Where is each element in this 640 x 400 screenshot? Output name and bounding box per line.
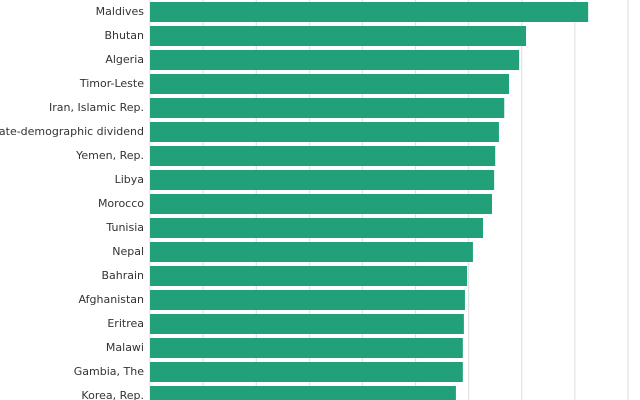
bar	[150, 290, 465, 310]
bar	[150, 218, 484, 238]
bar	[150, 74, 510, 94]
y-tick-label: Libya	[115, 173, 144, 186]
bar	[150, 338, 463, 358]
y-tick-label: Morocco	[98, 197, 144, 210]
bar	[150, 194, 493, 214]
y-tick-label: Timor-Leste	[79, 77, 144, 90]
y-tick-label: Late-demographic dividend	[0, 125, 144, 138]
y-tick-label: Malawi	[106, 341, 144, 354]
bar	[150, 98, 505, 118]
y-tick-label: Gambia, The	[74, 365, 144, 378]
bar	[150, 50, 520, 70]
y-tick-label: Nepal	[112, 245, 144, 258]
bar	[150, 362, 463, 382]
y-tick-label: Bahrain	[101, 269, 144, 282]
bar	[150, 122, 499, 142]
bar	[150, 170, 495, 190]
bar	[150, 2, 589, 22]
y-tick-label: Bhutan	[104, 29, 144, 42]
y-tick-label: Yemen, Rep.	[75, 149, 144, 162]
y-tick-label: Eritrea	[107, 317, 144, 330]
y-tick-label: Maldives	[96, 5, 145, 18]
y-tick-label: Tunisia	[105, 221, 144, 234]
bar	[150, 146, 496, 166]
bar	[150, 242, 473, 262]
bar	[150, 26, 527, 46]
bar	[150, 386, 456, 400]
y-tick-label: Afghanistan	[79, 293, 145, 306]
y-tick-label: Iran, Islamic Rep.	[49, 101, 144, 114]
y-tick-label: Algeria	[105, 53, 144, 66]
y-tick-label: Korea, Rep.	[81, 389, 144, 400]
bar	[150, 266, 468, 286]
bar	[150, 314, 464, 334]
